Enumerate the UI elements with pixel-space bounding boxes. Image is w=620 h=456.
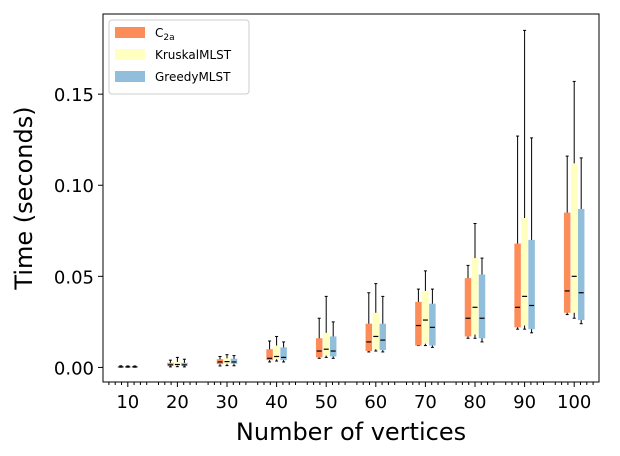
box-kruskalmlst-80	[471, 223, 479, 339]
box-c2a-80	[464, 264, 472, 339]
box-greedymlst-50	[329, 321, 337, 359]
legend-swatch-kruskalmlst	[115, 49, 145, 60]
box-body-greedymlst	[379, 323, 387, 351]
box-body-c2a	[415, 301, 422, 346]
y-tick-label: 0.05	[54, 267, 94, 288]
x-axis-ticks: 10 20 30 40 50 60 70 80 90 100	[108, 382, 594, 413]
y-axis-label: Time (seconds)	[10, 106, 38, 290]
box-c2a-70	[415, 288, 422, 347]
legend-label-greedymlst: GreedyMLST	[155, 70, 231, 84]
box-greedymlst-70	[429, 288, 436, 348]
box-kruskalmlst-60	[372, 283, 380, 352]
y-tick-label: 0.00	[54, 358, 94, 379]
box-c2a-100	[563, 155, 571, 316]
box-greedymlst-40	[280, 341, 287, 363]
box-kruskalmlst-100	[570, 80, 578, 319]
box-body-greedymlst	[329, 336, 337, 357]
box-body-kruskalmlst	[322, 332, 330, 356]
box-c2a-50	[315, 317, 323, 359]
box-c2a-60	[365, 292, 373, 353]
x-tick-label: 60	[364, 392, 387, 413]
x-tick-label: 30	[216, 392, 239, 413]
box-body-c2a	[266, 349, 273, 361]
box-body-c2a	[315, 338, 323, 358]
box-body-c2a	[563, 212, 571, 313]
box-body-kruskalmlst	[174, 361, 181, 366]
legend-swatch-greedymlst	[115, 71, 145, 82]
box-kruskalmlst-30	[223, 354, 231, 367]
box-body-kruskalmlst	[521, 218, 528, 326]
box-greedymlst-80	[478, 257, 486, 343]
box-body-kruskalmlst	[471, 258, 479, 335]
y-tick-label: 0.15	[54, 85, 94, 106]
x-axis-label: Number of vertices	[236, 418, 466, 446]
box-greedymlst-10	[131, 365, 139, 368]
box-body-greedymlst	[528, 239, 535, 330]
box-body-c2a	[514, 243, 521, 328]
x-tick-label: 50	[315, 392, 338, 413]
box-body-greedymlst	[478, 274, 486, 339]
box-c2a-10	[117, 365, 125, 368]
x-tick-label: 80	[464, 392, 487, 413]
box-c2a-90	[514, 135, 521, 330]
box-kruskalmlst-20	[174, 356, 181, 368]
box-kruskalmlst-40	[273, 335, 280, 362]
plot-frame	[102, 13, 600, 383]
box-body-greedymlst	[577, 208, 585, 321]
box-body-kruskalmlst	[422, 290, 429, 344]
x-tick-label: 90	[513, 392, 536, 413]
x-tick-label: 70	[414, 392, 437, 413]
x-tick-label: 10	[116, 392, 139, 413]
box-kruskalmlst-10	[124, 365, 132, 368]
box-greedymlst-90	[528, 137, 535, 334]
box-body-c2a	[365, 323, 373, 352]
box-body-kruskalmlst	[372, 312, 380, 350]
box-kruskalmlst-70	[422, 270, 429, 347]
box-kruskalmlst-50	[322, 295, 330, 358]
box-greedymlst-60	[379, 295, 387, 353]
x-tick-label: 100	[557, 392, 591, 413]
box-body-kruskalmlst	[273, 345, 280, 360]
box-body-greedymlst	[230, 358, 238, 364]
box-body-greedymlst	[429, 303, 436, 346]
box-greedymlst-20	[181, 358, 188, 368]
plot-marks	[117, 29, 585, 368]
box-c2a-30	[216, 355, 224, 367]
box-body-kruskalmlst	[570, 163, 578, 313]
x-tick-label: 20	[166, 392, 189, 413]
x-tick-label: 40	[265, 392, 288, 413]
legend-label-kruskalmlst: KruskalMLST	[155, 48, 232, 62]
y-tick-label: 0.10	[54, 176, 94, 197]
box-c2a-40	[266, 340, 273, 363]
box-c2a-20	[167, 359, 174, 368]
box-body-c2a	[464, 278, 472, 337]
box-body-greedymlst	[280, 347, 287, 361]
box-greedymlst-30	[230, 355, 238, 367]
y-axis-ticks: 0.00 0.05 0.10 0.15	[54, 85, 103, 379]
legend-label-c2a: C2a	[155, 26, 175, 43]
box-kruskalmlst-90	[521, 29, 528, 330]
box-greedymlst-100	[577, 157, 585, 325]
legend: C2a KruskalMLST GreedyMLST	[108, 19, 250, 95]
legend-swatch-c2a	[115, 27, 145, 38]
